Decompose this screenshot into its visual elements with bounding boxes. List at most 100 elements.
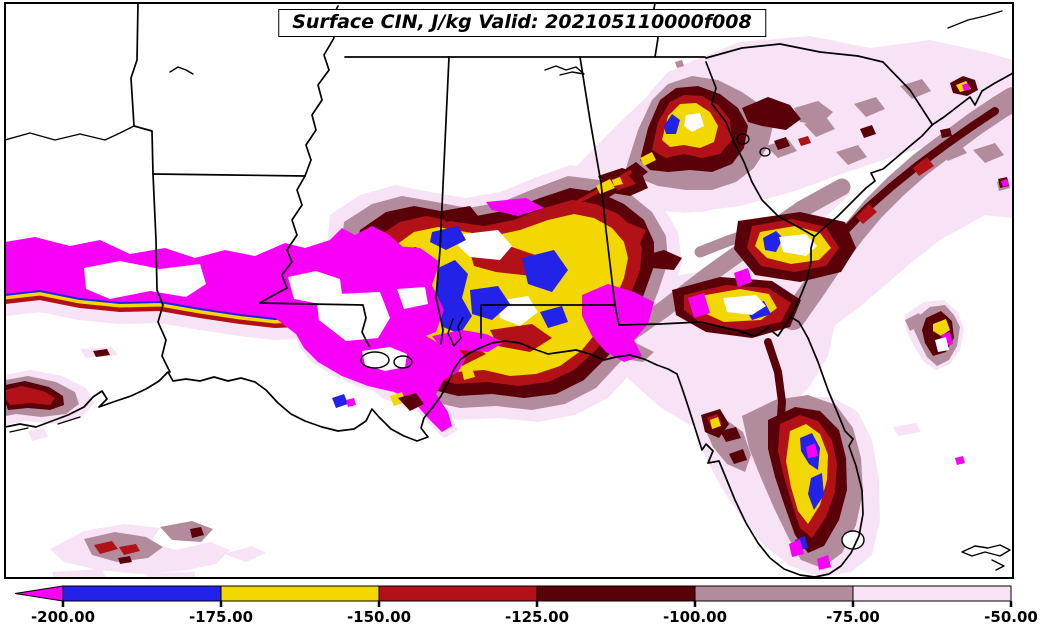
contour-region-maroon (93, 349, 110, 357)
state-border-la-ms (259, 302, 370, 347)
contour-region-maroon (118, 556, 132, 564)
contour-region-magenta (688, 293, 710, 318)
map-frame (4, 2, 1014, 579)
state-border-tx-la (133, 125, 171, 373)
contour-region-blue (522, 250, 568, 292)
colorbar-tick-label: -50.00 (984, 608, 1038, 626)
contour-region-magenta (962, 83, 970, 91)
contour-region-blue (470, 286, 510, 320)
contour-region-blue (332, 394, 348, 408)
colorbar-segment (378, 585, 538, 602)
lakes-south-carolina (736, 133, 771, 157)
state-border-al-ga (579, 56, 620, 326)
contour-region-yellow (933, 319, 950, 336)
map-title-text: Surface CIN, J/kg Valid: 202105110000f00… (292, 11, 752, 33)
state-border-al-fl (480, 304, 615, 339)
contour-region-mauve (973, 143, 1004, 163)
contour-region-maroon (398, 393, 424, 411)
contour-region-yellow (596, 179, 615, 194)
contour-region-pink (770, 100, 1013, 348)
colorbar-tick-label: -150.00 (347, 608, 411, 626)
coastline-gulf-atlantic (5, 72, 1013, 578)
contour-region-mauve (160, 521, 213, 542)
state-border-ga-fl (618, 317, 791, 337)
coastline-nc-sound (947, 10, 1003, 29)
contour-region-pink (52, 569, 106, 578)
contour-region-red (490, 324, 552, 352)
colorbar-tick-label: -75.00 (826, 608, 880, 626)
contour-region-pink (5, 294, 325, 343)
contour-region-magenta (734, 268, 752, 287)
contour-layers (5, 36, 1013, 578)
contour-region-mauve (804, 117, 835, 137)
coastline-bahamas (961, 544, 1011, 571)
contour-region-mauve (900, 79, 931, 99)
contour-region-magenta (486, 198, 544, 216)
state-border-mississippi-river (259, 5, 339, 304)
colorbar-segment (220, 585, 380, 602)
contour-region-blue (540, 306, 568, 328)
contour-region-magenta (346, 398, 356, 407)
contour-region-maroon (764, 338, 786, 434)
state-border-ok-ar (130, 3, 139, 127)
contour-region-magenta (432, 330, 504, 352)
contour-region-red (913, 157, 934, 176)
contour-region-white (458, 230, 512, 260)
lake-oklahoma (169, 66, 194, 75)
barrier-islands-tx (9, 416, 81, 433)
contour-region-magenta (789, 539, 804, 557)
contour-region-mauve (675, 60, 684, 68)
colorbar-segment (62, 585, 222, 602)
contour-region-mauve (836, 145, 867, 165)
contour-region-red (5, 386, 55, 405)
colorbar-tick-label: -175.00 (189, 608, 253, 626)
contour-region-blue (763, 231, 783, 252)
state-border-nc-sc (705, 43, 933, 125)
contour-region-maroon (642, 250, 682, 270)
lake-tennessee (544, 65, 585, 76)
geo-borders (5, 3, 1013, 578)
contour-region-maroon (860, 125, 876, 138)
colorbar-segment (536, 585, 696, 602)
contour-region-mauve (905, 313, 924, 331)
contour-region-yellow (710, 417, 721, 429)
contour-region-pink (28, 428, 48, 441)
colorbar-tick-label: -125.00 (505, 608, 569, 626)
contour-region-yellow (612, 177, 623, 186)
contour-region-red (119, 544, 140, 555)
colorbar: -200.00 -175.00 -150.00 -125.00 -100.00 -75.0… (14, 585, 1038, 626)
contour-region-white (684, 113, 704, 132)
contour-region-pink (146, 572, 196, 578)
contour-region-blue (664, 114, 680, 134)
contour-region-pink (893, 423, 921, 436)
colorbar-tick-label: -200.00 (31, 608, 95, 626)
contour-region-magenta (955, 456, 965, 465)
contour-region-magenta (806, 443, 818, 458)
contour-region-white (779, 234, 817, 256)
contour-region-red (94, 541, 118, 554)
contour-region-magenta (1001, 179, 1009, 187)
colorbar-underflow-arrow (14, 585, 64, 602)
contour-region-blue (436, 260, 472, 334)
contour-region-maroon (190, 527, 204, 538)
contour-region-red (856, 204, 877, 224)
contour-region-white (935, 337, 949, 352)
contour-region-white (84, 261, 206, 299)
contour-region-mauve (854, 97, 885, 117)
contour-region-red (798, 136, 811, 146)
contour-region-maroon (729, 449, 747, 464)
colorbar-tick-label: -100.00 (663, 608, 727, 626)
contour-region-maroon (436, 206, 478, 222)
coastline-mobile-bay (447, 317, 464, 347)
state-border-ms-al (435, 56, 450, 345)
contour-region-blue (430, 226, 466, 250)
map-title: Surface CIN, J/kg Valid: 202105110000f00… (278, 9, 766, 37)
contour-region-maroon (720, 427, 741, 442)
contour-region-maroon (774, 137, 790, 150)
colorbar-segment (852, 585, 1012, 602)
contour-region-pink (224, 546, 266, 562)
contour-region-mauve (611, 178, 851, 349)
contour-region-magenta (817, 555, 831, 570)
coastline-lake-okeechobee (841, 530, 865, 550)
